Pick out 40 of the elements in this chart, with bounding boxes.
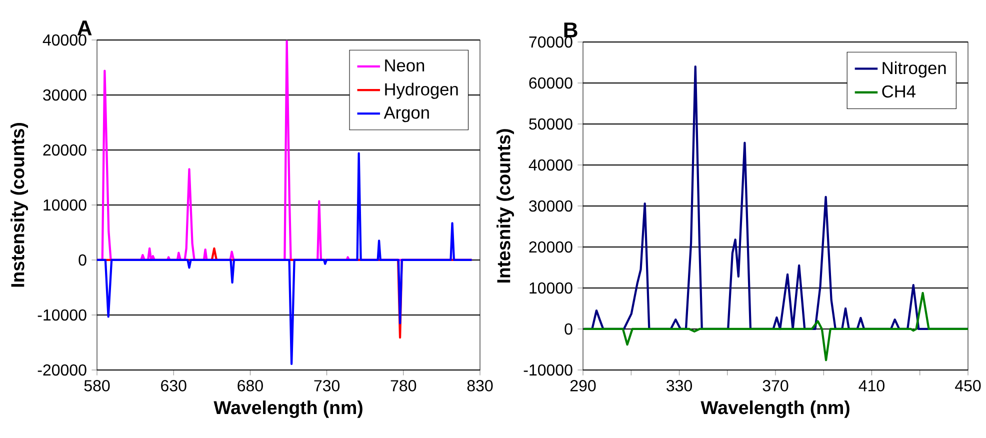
y-tick-label: 30000 <box>43 89 86 101</box>
x-tick-label: 680 <box>238 380 263 392</box>
x-tick-label: 830 <box>467 380 493 392</box>
y-tick-label: 30000 <box>529 200 572 212</box>
legend-label: CH4 <box>882 85 916 98</box>
chart-title: B <box>564 22 578 38</box>
legend-label: Nitrogen <box>882 61 946 78</box>
y-tick-label: 60000 <box>529 77 572 89</box>
legend-label: Hydrogen <box>385 82 458 99</box>
y-tick-label: 10000 <box>530 282 572 294</box>
x-tick-label: 630 <box>161 380 186 392</box>
line-series <box>583 292 968 362</box>
y-tick-label: 0 <box>78 254 86 266</box>
y-axis-title: Instensity (counts) <box>10 122 28 287</box>
x-tick-label: 290 <box>570 380 596 392</box>
x-tick-label: 410 <box>858 380 884 392</box>
chart-title: A <box>77 20 92 36</box>
y-tick-label: 10000 <box>44 199 86 211</box>
y-tick-label: 40000 <box>528 159 572 171</box>
line-series <box>97 152 473 366</box>
y-tick-label: 70000 <box>529 36 572 48</box>
y-axis-title: Intesnity (counts) <box>496 129 514 283</box>
x-tick-label: 780 <box>390 380 416 392</box>
legend-label: Neon <box>385 60 424 72</box>
x-axis-title: Wavelength (nm) <box>700 400 850 418</box>
x-tick-label: 330 <box>666 380 692 392</box>
x-tick-label: 370 <box>762 380 788 392</box>
legend-label: Argon <box>384 106 429 122</box>
y-tick-label: 0 <box>564 323 572 335</box>
y-tick-label: -20000 <box>38 364 86 376</box>
x-tick-label: 450 <box>955 380 981 392</box>
y-tick-label: 50000 <box>529 118 572 130</box>
y-tick-label: 20000 <box>529 241 572 253</box>
y-tick-label: -10000 <box>524 364 572 376</box>
x-axis-title: Wavelength (nm) <box>214 400 362 418</box>
y-tick-label: 40000 <box>42 34 86 46</box>
x-tick-label: 580 <box>84 380 110 392</box>
x-tick-label: 730 <box>314 380 340 392</box>
y-tick-label: -10000 <box>38 309 86 321</box>
y-tick-label: 20000 <box>43 144 86 156</box>
